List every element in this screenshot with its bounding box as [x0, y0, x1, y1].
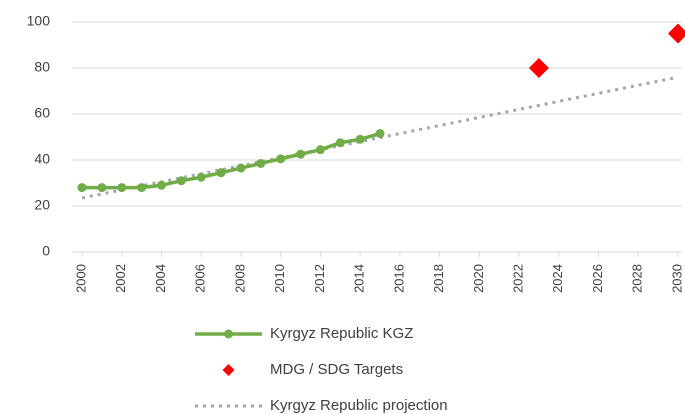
series-marker — [196, 172, 206, 182]
legend-label: MDG / SDG Targets — [270, 361, 403, 378]
series-marker — [355, 134, 365, 144]
series-marker — [117, 183, 127, 193]
y-tick-label: 20 — [34, 197, 50, 213]
x-tick-label: 2004 — [153, 264, 168, 293]
legend-marker — [224, 329, 233, 339]
x-tick-label: 2008 — [232, 264, 247, 293]
target-marker — [528, 58, 549, 78]
y-tick-label: 80 — [34, 59, 50, 75]
series-marker — [296, 149, 306, 159]
target-marker — [668, 23, 685, 44]
x-tick-label: 2006 — [193, 264, 208, 293]
series-marker — [256, 158, 266, 168]
series-marker — [137, 183, 147, 193]
series-marker — [335, 138, 345, 148]
legend-label: Kyrgyz Republic KGZ — [270, 325, 413, 342]
x-tick-label: 2012 — [312, 264, 327, 293]
x-tick-label: 2002 — [113, 264, 128, 293]
y-tick-label: 60 — [34, 105, 50, 121]
x-tick-label: 2000 — [73, 264, 88, 293]
y-tick-label: 0 — [42, 243, 50, 259]
legend-label: Kyrgyz Republic projection — [270, 397, 448, 414]
series-marker — [176, 176, 186, 186]
x-tick-label: 2022 — [511, 264, 526, 293]
series-marker — [236, 163, 246, 173]
x-tick-label: 2030 — [669, 264, 684, 293]
y-tick-label: 40 — [34, 151, 50, 167]
series-line — [82, 131, 381, 190]
series-marker — [77, 183, 87, 193]
series-marker — [216, 168, 226, 178]
x-tick-label: 2028 — [630, 264, 645, 293]
series-marker — [276, 154, 286, 164]
x-tick-label: 2026 — [590, 264, 605, 293]
x-tick-label: 2024 — [550, 264, 565, 293]
x-tick-label: 2018 — [431, 264, 446, 293]
series-marker — [315, 145, 325, 155]
series-marker — [375, 129, 385, 139]
x-tick-label: 2014 — [352, 264, 367, 293]
x-tick-label: 2010 — [272, 264, 287, 293]
series-marker — [97, 183, 107, 193]
y-tick-label: 100 — [27, 13, 51, 29]
series-marker — [156, 180, 166, 190]
x-tick-label: 2020 — [471, 264, 486, 293]
legend-marker — [222, 364, 235, 376]
x-tick-label: 2016 — [391, 264, 406, 293]
